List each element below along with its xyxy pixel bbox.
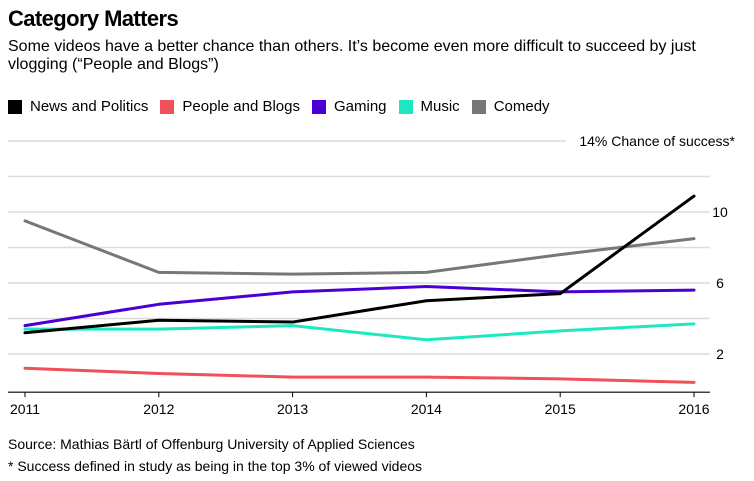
x-tick-label: 2016 [678,401,709,417]
legend-swatch [8,99,22,114]
legend-item-people-and-blogs: People and Blogs [160,98,300,115]
y-tick-label: 10 [712,204,728,220]
legend-swatch [471,99,486,114]
series-line-music [23,322,696,342]
legend-item-comedy: Comedy [471,98,550,115]
x-tick-label: 2012 [143,401,174,417]
legend-label: Gaming [333,98,387,115]
legend-swatch [311,99,326,114]
series-line-gaming [23,285,696,328]
y-tick-label: 6 [716,275,724,291]
legend-item-music: Music [398,98,460,115]
x-tick-label: 2015 [545,401,576,417]
legend-item-gaming: Gaming [311,98,387,115]
series-line-people-and-blogs [23,366,696,384]
series-line-news-and-politics [23,194,696,335]
source-note: Source: Mathias Bärtl of Offenburg Unive… [8,436,415,452]
series-line-comedy [23,219,696,276]
line-chart: 2 6 10 14% Chance of success* 2011 2012 2013 20… [8,133,736,417]
x-tick-label: 2011 [10,401,40,417]
chart-title: Category Matters [8,6,179,31]
x-tick-label: 2013 [277,401,308,417]
legend-label: People and Blogs [182,98,300,115]
legend-item-news-and-politics: News and Politics [8,98,148,115]
y-tick-label: 2 [716,346,724,362]
chart-subtitle: Some videos have a better chance than ot… [8,38,696,73]
y-tick-label: 14% Chance of success* [579,133,735,149]
legend-swatch [160,99,175,114]
x-tick-label: 2014 [411,401,442,417]
legend-label: News and Politics [30,98,149,115]
footnote: * Success defined in study as being in t… [8,458,423,474]
legend-label: Comedy [493,98,550,115]
chart-legend: News and Politics People and Blogs Gamin… [8,98,562,115]
legend-label: Music [420,98,460,115]
legend-swatch [398,99,413,114]
